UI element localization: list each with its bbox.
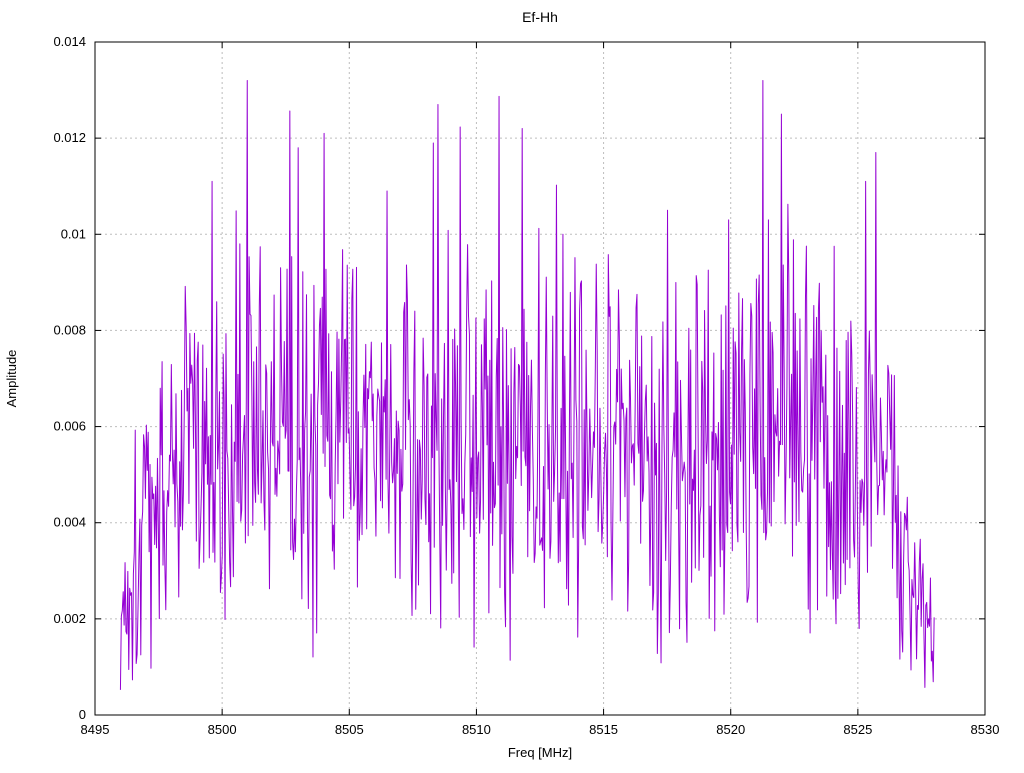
x-tick-label: 8525: [843, 722, 872, 737]
chart-title: Ef-Hh: [522, 9, 558, 25]
x-tick-label: 8520: [716, 722, 745, 737]
x-tick-label: 8530: [971, 722, 1000, 737]
x-tick-labels: 8495 8500 8505 8510 8515 8520 8525 8530: [81, 722, 1000, 737]
series-line-ef-hh: [119, 79, 935, 690]
y-tick-label: 0.002: [53, 611, 86, 626]
x-tick-label: 8510: [462, 722, 491, 737]
grid-lines: [95, 42, 985, 715]
y-tick-label: 0.012: [53, 130, 86, 145]
x-tick-label: 8505: [335, 722, 364, 737]
y-tick-label: 0.004: [53, 515, 86, 530]
y-axis-title: Amplitude: [4, 350, 19, 408]
x-axis-title: Freq [MHz]: [508, 745, 572, 760]
y-tick-label: 0.01: [61, 226, 86, 241]
x-tick-label: 8495: [81, 722, 110, 737]
y-tick-label: 0.008: [53, 322, 86, 337]
y-tick-label: 0.006: [53, 419, 86, 434]
x-tick-label: 8515: [589, 722, 618, 737]
tick-marks: [94, 41, 986, 716]
y-tick-labels: 0 0.002 0.004 0.006 0.008 0.01 0.012 0.014: [53, 34, 86, 722]
y-tick-label: 0.014: [53, 34, 86, 49]
y-tick-label: 0: [79, 707, 86, 722]
x-tick-label: 8500: [208, 722, 237, 737]
plot-border: [94, 41, 986, 716]
